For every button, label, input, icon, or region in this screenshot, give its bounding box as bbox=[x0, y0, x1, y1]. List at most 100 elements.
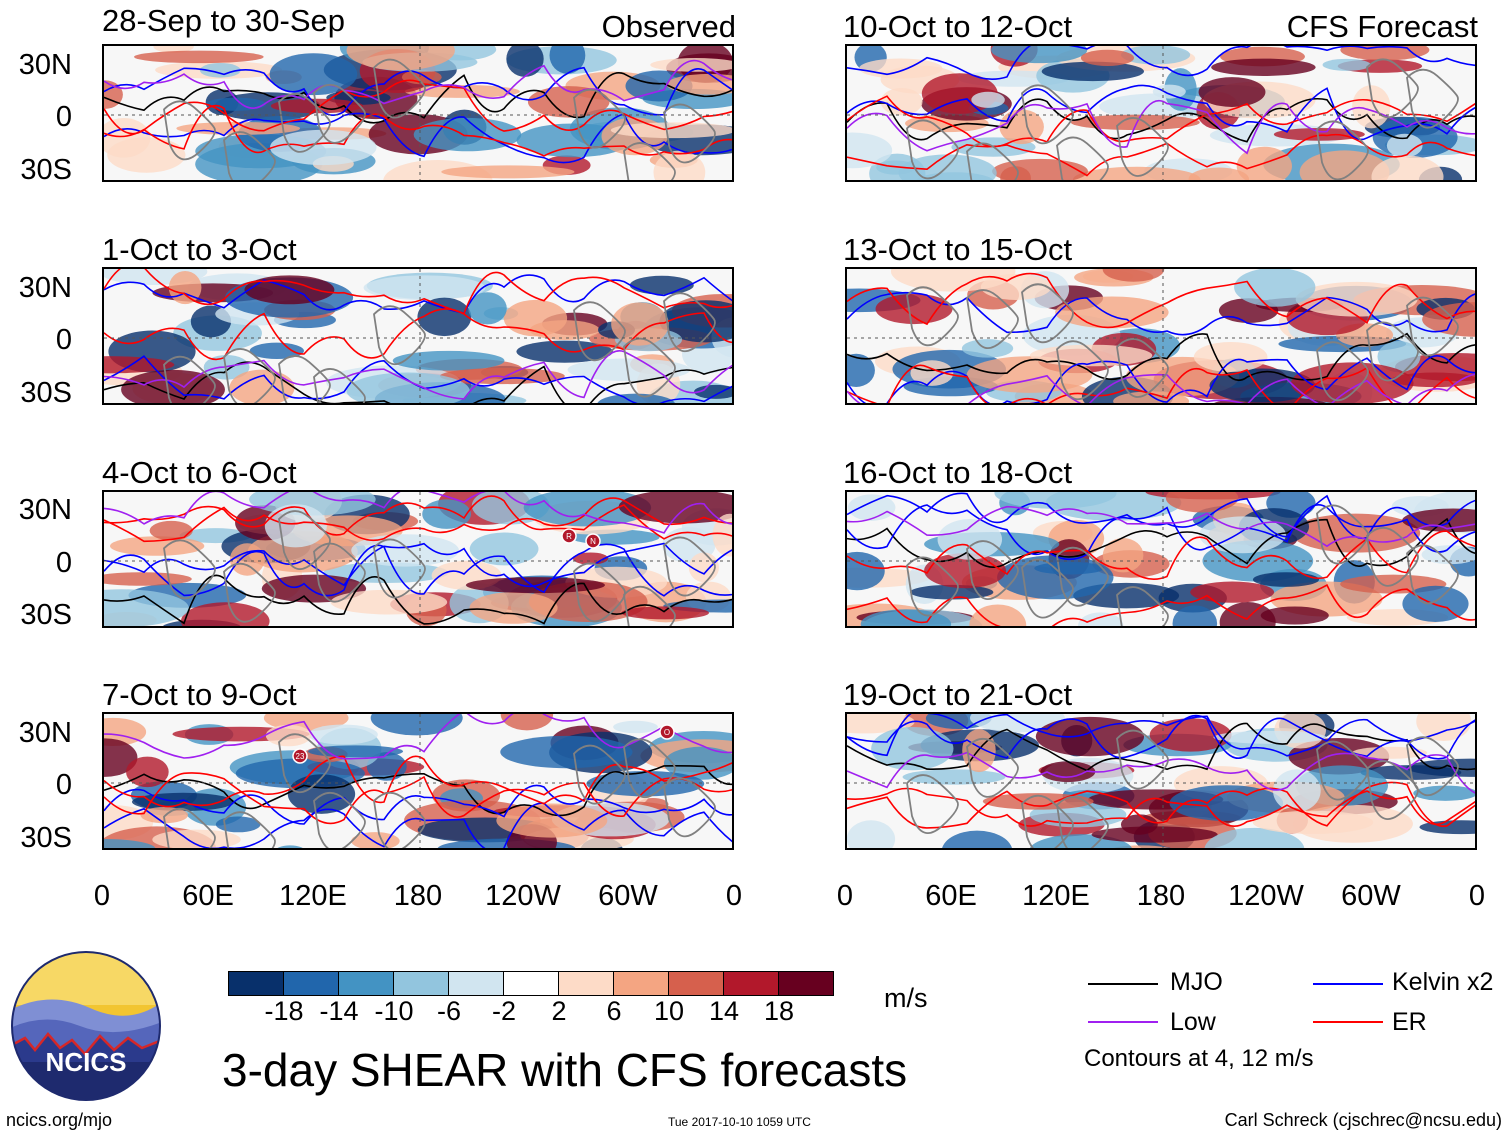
shear-anomaly-blob bbox=[104, 356, 175, 374]
shear-anomaly-blob bbox=[1198, 77, 1266, 107]
lat-label-30n-4: 30N bbox=[18, 717, 72, 749]
land-outline bbox=[966, 737, 1019, 798]
map-panel-1 bbox=[102, 44, 734, 182]
shear-anomaly-blob bbox=[351, 832, 400, 848]
colorbar-tick-10: 18 bbox=[763, 996, 795, 1026]
lat-label-30n-3: 30N bbox=[18, 494, 72, 526]
land-outline bbox=[1116, 338, 1169, 398]
shear-anomaly-blob bbox=[1190, 581, 1275, 603]
contour-line bbox=[104, 755, 732, 808]
storm-marker-label: N bbox=[590, 537, 596, 546]
contour-line bbox=[104, 79, 732, 135]
shear-anomaly-blob bbox=[506, 46, 544, 77]
storm-marker-label: O bbox=[664, 728, 670, 737]
shear-anomaly-blob bbox=[496, 803, 608, 838]
land-outline bbox=[1406, 544, 1459, 605]
shear-anomaly-blob bbox=[287, 774, 356, 814]
panel-title-8: 19-Oct to 21-Oct bbox=[843, 677, 1073, 712]
shear-anomaly-blob bbox=[152, 829, 241, 848]
contour-line bbox=[104, 308, 732, 361]
contour-line bbox=[847, 364, 1475, 403]
contour-line bbox=[847, 332, 1475, 382]
map-panel-8 bbox=[845, 712, 1477, 850]
shear-anomaly-blob bbox=[1211, 58, 1316, 76]
shear-anomaly-blob bbox=[567, 358, 691, 382]
shear-anomaly-blob bbox=[1102, 538, 1144, 573]
land-outline bbox=[623, 738, 676, 799]
shear-anomaly-blob bbox=[363, 275, 486, 301]
contour-line bbox=[104, 269, 732, 315]
storm-marker-label: 23 bbox=[296, 752, 305, 761]
storm-marker-circle bbox=[585, 533, 601, 549]
contour-line bbox=[104, 497, 732, 543]
shear-anomaly-blob bbox=[140, 806, 189, 824]
shear-anomaly-blob bbox=[890, 269, 1016, 292]
land-outline bbox=[573, 88, 626, 149]
map-panel-2 bbox=[102, 267, 734, 405]
colorbar-swatch-5 bbox=[449, 972, 504, 995]
storm-marker: N bbox=[585, 533, 601, 549]
footer-url[interactable]: ncics.org/mjo bbox=[6, 1110, 113, 1130]
land-outline bbox=[573, 744, 626, 805]
lon-label-right-60e: 60E bbox=[925, 880, 977, 912]
shear-anomaly-blob bbox=[370, 714, 463, 736]
land-outline bbox=[1366, 58, 1419, 119]
land-outline bbox=[623, 142, 676, 180]
lon-label-right-120w: 120W bbox=[1228, 880, 1304, 912]
shear-anomaly-blob bbox=[994, 492, 1117, 509]
contour-line bbox=[847, 99, 1475, 155]
shear-anomaly-blob bbox=[971, 91, 1005, 108]
contour-line bbox=[104, 542, 732, 588]
legend-label-kelvin: Kelvin x2 bbox=[1392, 968, 1494, 996]
lon-label-left-0: 0 bbox=[93, 880, 111, 912]
contour-line bbox=[104, 361, 732, 403]
shear-anomaly-blob bbox=[330, 589, 448, 615]
map-panel-4: 23 O bbox=[102, 712, 734, 850]
legend-label-er: ER bbox=[1392, 1008, 1427, 1036]
land-outline bbox=[223, 348, 276, 403]
land-outline bbox=[1316, 341, 1369, 402]
land-outline bbox=[966, 289, 1019, 350]
land-outline bbox=[163, 355, 216, 403]
lon-label-left-180: 180 bbox=[393, 880, 443, 912]
contour-line bbox=[847, 84, 1475, 141]
storm-marker: 23 bbox=[292, 748, 308, 764]
land-outline bbox=[223, 131, 276, 180]
land-outline bbox=[906, 286, 959, 347]
shear-anomaly-blob bbox=[1272, 769, 1321, 812]
lon-label-left-120w: 120W bbox=[485, 880, 561, 912]
shear-anomaly-blob bbox=[611, 302, 669, 346]
contour-line bbox=[104, 772, 732, 825]
shear-anomaly-blob bbox=[847, 820, 896, 848]
shear-anomaly-blob bbox=[653, 150, 706, 180]
shear-anomaly-blob bbox=[229, 543, 265, 576]
land-outline bbox=[163, 100, 216, 161]
shear-anomaly-blob bbox=[229, 369, 295, 403]
legend-label-mjo: MJO bbox=[1170, 968, 1223, 996]
shear-anomaly-blob bbox=[1273, 127, 1365, 141]
colorbar-tick-9: 14 bbox=[708, 996, 740, 1026]
shear-anomaly-blob bbox=[168, 270, 202, 305]
land-outline bbox=[1056, 340, 1109, 401]
land-outline bbox=[1021, 794, 1074, 848]
shear-anomaly-blob bbox=[610, 122, 732, 139]
shear-anomaly-blob bbox=[527, 86, 610, 118]
shear-anomaly-blob bbox=[663, 746, 732, 780]
lat-label-30s-3: 30S bbox=[20, 599, 72, 631]
panel-svg-7 bbox=[847, 492, 1475, 626]
panel-title-7: 16-Oct to 18-Oct bbox=[843, 455, 1073, 490]
contour-line bbox=[847, 781, 1475, 829]
ncics-logo: NCICS bbox=[10, 950, 162, 1102]
shear-anomaly-blob bbox=[991, 46, 1088, 64]
contour-line bbox=[847, 583, 1475, 626]
shear-anomaly-blob bbox=[1234, 269, 1316, 307]
land-outline bbox=[1056, 136, 1109, 180]
shear-anomaly-blob bbox=[1252, 810, 1374, 834]
colorbar-swatch-9 bbox=[669, 972, 724, 995]
land-outline bbox=[223, 562, 276, 623]
colorbar-tick-8: 10 bbox=[653, 996, 685, 1026]
lat-label-30s-2: 30S bbox=[20, 377, 72, 409]
panel-svg-2 bbox=[104, 269, 732, 403]
shear-anomaly-blob bbox=[1252, 572, 1319, 587]
